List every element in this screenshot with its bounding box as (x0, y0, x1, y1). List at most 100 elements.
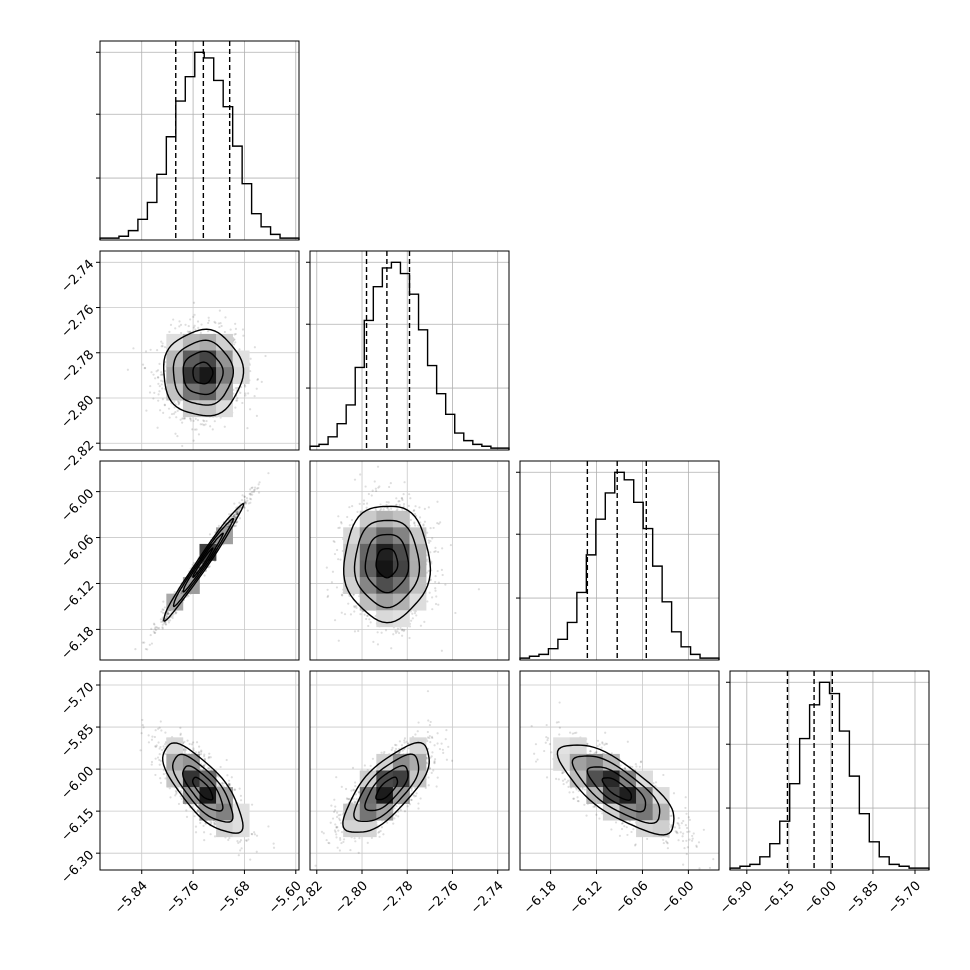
scatter-point (194, 831, 198, 834)
scatter-point (166, 613, 169, 616)
scatter-point (434, 602, 438, 606)
scatter-point (396, 508, 399, 511)
scatter-point (402, 629, 405, 633)
scatter-point (203, 574, 206, 577)
scatter-point (156, 426, 159, 429)
scatter-point (371, 489, 374, 492)
scatter-point (244, 394, 247, 397)
scatter-point (187, 324, 190, 328)
scatter-point (196, 809, 199, 812)
scatter-point (417, 524, 420, 527)
scatter-point (435, 595, 438, 598)
scatter-point (397, 631, 401, 635)
scatter-point (247, 392, 250, 395)
density-panel-2-0: −6.18−6.12−6.06−6.00 (59, 460, 300, 663)
scatter-point (152, 397, 155, 400)
scatter-point (248, 497, 252, 500)
scatter-point (233, 338, 236, 341)
scatter-point (430, 560, 433, 563)
scatter-point (356, 510, 359, 513)
scatter-point (243, 384, 247, 387)
scatter-point (152, 373, 155, 376)
scatter-point (396, 627, 400, 630)
scatter-point (233, 525, 236, 528)
scatter-point (233, 788, 236, 791)
scatter-point (365, 502, 369, 505)
scatter-point (227, 779, 231, 782)
scatter-point (373, 480, 376, 483)
scatter-point (247, 838, 250, 841)
scatter-point (249, 492, 252, 495)
scatter-point (240, 847, 243, 850)
density-cell (216, 333, 233, 351)
scatter-point (173, 400, 176, 403)
scatter-point (183, 750, 186, 753)
scatter-point (439, 521, 442, 524)
scatter-point (163, 403, 166, 406)
density-cell (343, 560, 361, 578)
scatter-point (188, 330, 192, 333)
scatter-point (440, 568, 443, 571)
scatter-point (163, 346, 167, 349)
scatter-point (158, 758, 161, 762)
scatter-point (401, 498, 404, 502)
scatter-point (141, 723, 144, 727)
scatter-point (427, 506, 430, 509)
scatter-point (422, 524, 425, 527)
scatter-point (194, 417, 197, 420)
scatter-point (242, 334, 245, 337)
scatter-point (258, 481, 261, 484)
scatter-point (161, 608, 164, 611)
density-cell (216, 367, 233, 384)
scatter-point (415, 614, 418, 617)
scatter-point (165, 612, 168, 615)
scatter-point (163, 404, 166, 407)
scatter-point (158, 747, 161, 750)
scatter-point (244, 392, 247, 395)
scatter-point (173, 406, 176, 409)
scatter-point (198, 745, 201, 748)
scatter-point (249, 488, 252, 491)
scatter-point (398, 503, 401, 506)
scatter-point (234, 332, 237, 336)
scatter-point (174, 612, 177, 615)
scatter-point (183, 417, 186, 420)
scatter-point (190, 458, 192, 460)
scatter-point (160, 620, 163, 624)
contour-line (163, 502, 245, 622)
scatter-point (160, 371, 163, 374)
scatter-point (241, 494, 244, 497)
scatter-point (431, 596, 434, 599)
scatter-point (256, 487, 259, 490)
contour-line (182, 350, 224, 396)
scatter-point (410, 619, 413, 622)
scatter-point (386, 507, 389, 510)
scatter-point (431, 537, 434, 540)
scatter-point (201, 423, 204, 426)
scatter-point (175, 611, 178, 614)
scatter-point (398, 499, 401, 503)
scatter-point (444, 583, 447, 586)
scatter-point (164, 752, 167, 756)
scatter-point (223, 425, 226, 428)
scatter-point (160, 379, 163, 382)
scatter-point (207, 316, 210, 319)
scatter-point (433, 550, 436, 553)
density-cell (392, 527, 410, 545)
scatter-point (250, 803, 254, 806)
scatter-point (429, 578, 432, 581)
scatter-point (213, 320, 216, 323)
scatter-point (387, 501, 390, 504)
density-cell (182, 383, 200, 401)
scatter-point (174, 432, 177, 435)
scatter-point (429, 551, 432, 554)
scatter-point (234, 387, 237, 390)
scatter-point (179, 418, 182, 421)
scatter-point (162, 411, 165, 414)
scatter-point (238, 348, 241, 351)
scatter-point (179, 795, 182, 798)
scatter-point (338, 526, 341, 529)
scatter-point (174, 327, 177, 330)
scatter-point (402, 502, 406, 506)
scatter-point (364, 485, 367, 488)
